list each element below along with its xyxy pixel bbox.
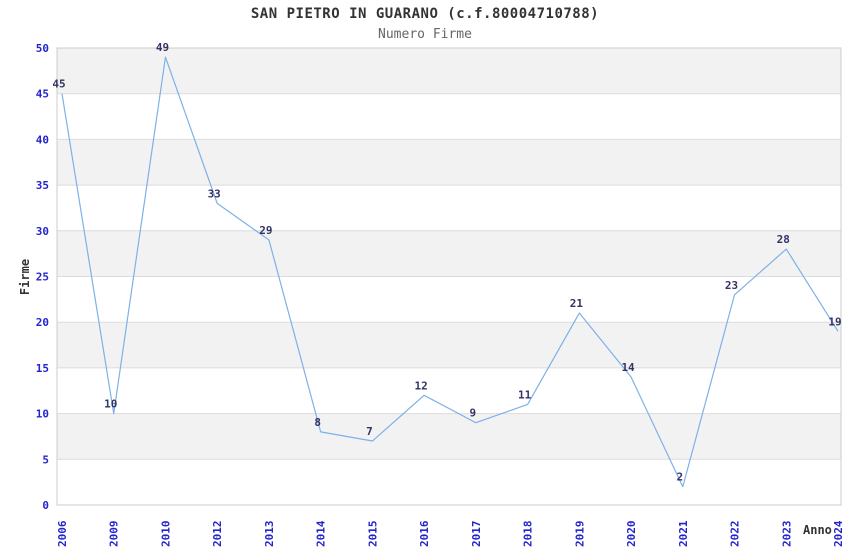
data-label: 29	[259, 224, 272, 237]
y-tick-label: 25	[36, 271, 49, 284]
x-tick-label: 2013	[263, 521, 276, 548]
data-line	[61, 56, 839, 488]
chart-subtitle: Numero Firme	[378, 27, 472, 42]
plot-border	[56, 47, 842, 506]
y-tick-label: 15	[36, 362, 49, 375]
plot-band	[57, 48, 841, 94]
plot-band	[57, 230, 841, 277]
data-label: 33	[208, 187, 221, 200]
y-tick-label: 5	[42, 453, 49, 466]
data-label: 45	[52, 78, 65, 91]
y-tick-label: 10	[36, 408, 49, 421]
data-label: 23	[725, 279, 738, 292]
y-tick-label: 50	[36, 42, 49, 55]
data-label: 8	[314, 416, 321, 429]
x-tick-label: 2015	[366, 521, 379, 548]
x-tick-label: 2012	[211, 521, 224, 548]
y-tick-label: 20	[36, 316, 49, 329]
data-label: 14	[621, 361, 635, 374]
x-tick-label: 2009	[108, 521, 121, 548]
data-label: 28	[777, 233, 790, 246]
data-label: 2	[676, 471, 683, 484]
data-label: 7	[366, 425, 373, 438]
x-tick-label: 2020	[625, 521, 638, 548]
x-axis-title: Anno	[803, 523, 832, 537]
plot-band	[57, 413, 841, 460]
x-tick-label: 2019	[573, 521, 586, 548]
data-label: 9	[470, 407, 477, 420]
y-tick-label: 0	[42, 499, 49, 512]
x-tick-label: 2021	[677, 520, 690, 547]
x-tick-label: 2023	[780, 521, 793, 548]
data-label: 19	[828, 315, 841, 328]
plot-band	[57, 322, 841, 368]
data-label: 12	[415, 379, 428, 392]
y-tick-label: 45	[36, 88, 49, 101]
x-tick-label: 2024	[832, 520, 845, 547]
x-tick-label: 2016	[418, 520, 431, 547]
data-label: 10	[104, 398, 117, 411]
y-tick-label: 30	[36, 225, 49, 238]
data-label: 11	[518, 388, 532, 401]
x-tick-label: 2017	[470, 521, 483, 548]
x-tick-label: 2006	[56, 520, 69, 547]
x-tick-label: 2018	[522, 521, 535, 548]
data-label: 49	[156, 41, 169, 54]
x-tick-label: 2014	[315, 520, 328, 547]
plot-band	[57, 139, 841, 186]
y-tick-label: 35	[36, 179, 49, 192]
x-tick-label: 2010	[159, 521, 172, 548]
data-label: 21	[570, 297, 584, 310]
y-axis-title: Firme	[18, 258, 32, 296]
chart-title: SAN PIETRO IN GUARANO (c.f.80004710788)	[250, 6, 600, 22]
x-tick-label: 2022	[729, 521, 742, 548]
y-tick-label: 40	[36, 133, 49, 146]
